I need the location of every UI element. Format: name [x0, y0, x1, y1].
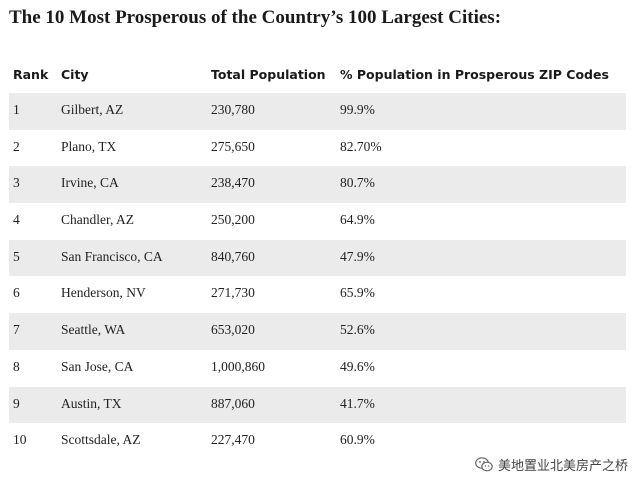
- table-row: 8 San Jose, CA 1,000,860 49.6%: [9, 350, 626, 387]
- table-row: 4 Chandler, AZ 250,200 64.9%: [9, 203, 626, 240]
- cell-percent: 52.6%: [340, 322, 375, 338]
- table-row: 3 Irvine, CA 238,470 80.7%: [9, 166, 626, 204]
- table-row: 7 Seattle, WA 653,020 52.6%: [9, 313, 626, 350]
- cell-percent: 47.9%: [340, 248, 375, 264]
- cell-rank: 7: [13, 322, 20, 338]
- cell-population: 275,650: [211, 138, 255, 154]
- cell-percent: 80.7%: [340, 175, 375, 191]
- cell-population: 1,000,860: [211, 358, 265, 374]
- header-percent: % Population in Prosperous ZIP Codes: [340, 67, 609, 82]
- table-row: 9 Austin, TX 887,060 41.7%: [9, 386, 626, 424]
- cell-city: Plano, TX: [61, 138, 117, 154]
- cell-percent: 82.70%: [340, 138, 382, 154]
- cell-rank: 10: [13, 432, 27, 448]
- header-rank: Rank: [13, 67, 49, 82]
- table-row: 10 Scottsdale, AZ 227,470 60.9%: [9, 423, 626, 460]
- cell-population: 840,760: [211, 248, 255, 264]
- cell-rank: 8: [13, 358, 20, 374]
- cell-population: 227,470: [211, 432, 255, 448]
- cell-city: Gilbert, AZ: [61, 102, 124, 117]
- table-row: 6 Henderson, NV 271,730 65.9%: [9, 276, 626, 313]
- cell-rank: 1: [13, 102, 20, 117]
- cell-city: Scottsdale, AZ: [61, 432, 141, 448]
- cell-percent: 60.9%: [340, 432, 375, 448]
- cell-city: Henderson, NV: [61, 285, 146, 301]
- cell-city: San Francisco, CA: [61, 248, 163, 264]
- cell-percent: 49.6%: [340, 358, 375, 374]
- cell-percent: 64.9%: [340, 212, 375, 228]
- cell-population: 271,730: [211, 285, 255, 301]
- cell-population: 238,470: [211, 175, 255, 191]
- cell-city: Seattle, WA: [61, 322, 126, 338]
- table-row: 2 Plano, TX 275,650 82.70%: [9, 130, 626, 167]
- wechat-icon: [475, 457, 493, 472]
- cell-city: Chandler, AZ: [61, 212, 134, 228]
- cell-rank: 2: [13, 138, 20, 154]
- cell-rank: 3: [13, 175, 20, 191]
- cell-rank: 5: [13, 248, 20, 264]
- header-city: City: [61, 67, 89, 82]
- table-row: 5 San Francisco, CA 840,760 47.9%: [9, 239, 626, 277]
- header-population: Total Population: [211, 67, 326, 82]
- watermark-text: 美地置业北美房产之桥: [497, 459, 628, 474]
- table-body: 1 Gilbert, AZ 230,780 99.9% 2 Plano, TX 275,65…: [9, 93, 626, 460]
- cell-population: 250,200: [211, 212, 255, 228]
- cell-rank: 6: [13, 285, 20, 301]
- page-title: The 10 Most Prosperous of the Country’s …: [9, 7, 502, 28]
- cell-city: Austin, TX: [61, 395, 122, 411]
- table-header: Rank City Total Population % Population …: [0, 56, 626, 92]
- cell-population: 887,060: [211, 395, 255, 411]
- cell-percent: 99.9%: [340, 102, 375, 117]
- table-row: 1 Gilbert, AZ 230,780 99.9%: [9, 93, 626, 130]
- cell-percent: 65.9%: [340, 285, 375, 301]
- cell-rank: 9: [13, 395, 20, 411]
- cell-rank: 4: [13, 212, 20, 228]
- cell-city: Irvine, CA: [61, 175, 119, 191]
- cell-population: 653,020: [211, 322, 255, 338]
- cell-city: San Jose, CA: [61, 358, 134, 374]
- cell-percent: 41.7%: [340, 395, 375, 411]
- cell-population: 230,780: [211, 102, 255, 117]
- watermark: 美地置业北美房产之桥: [475, 455, 628, 474]
